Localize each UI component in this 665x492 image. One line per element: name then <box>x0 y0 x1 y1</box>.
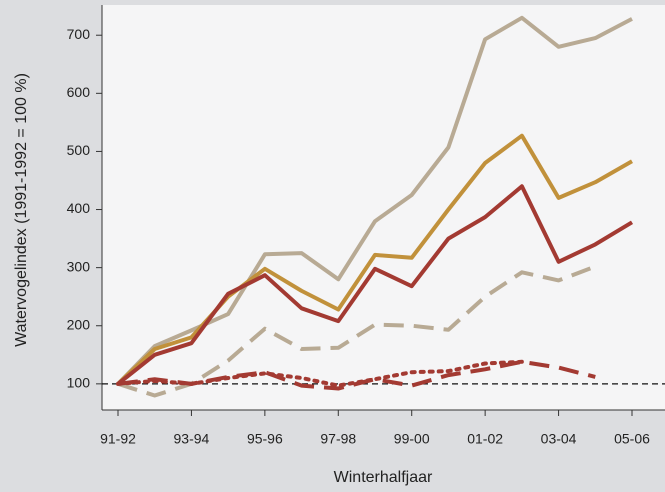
x-tick-label: 97-98 <box>320 431 356 447</box>
y-tick-label: 400 <box>67 200 91 216</box>
y-tick-label: 100 <box>67 375 91 391</box>
y-tick-label: 200 <box>67 316 91 332</box>
series-line <box>116 184 634 386</box>
y-tick-label: 700 <box>67 26 91 42</box>
y-tick-label: 600 <box>67 84 91 100</box>
y-axis-label: Watervogelindex (1991-1992 = 100 %) <box>13 73 30 347</box>
x-tick-label: 03-04 <box>541 431 577 447</box>
series-line <box>117 264 597 398</box>
x-tick-label: 93-94 <box>174 431 210 447</box>
x-tick-label: 99-00 <box>394 431 430 447</box>
plot-area <box>102 5 665 410</box>
y-tick-label: 500 <box>67 142 91 158</box>
series-line <box>117 359 596 391</box>
x-axis-label: Winterhalfjaar <box>334 469 433 486</box>
x-tick-label: 95-96 <box>247 431 283 447</box>
y-tick-label: 300 <box>67 258 91 274</box>
x-tick-label: 05-06 <box>614 431 650 447</box>
x-tick-label: 91-92 <box>100 431 136 447</box>
x-tick-label: 01-02 <box>467 431 503 447</box>
